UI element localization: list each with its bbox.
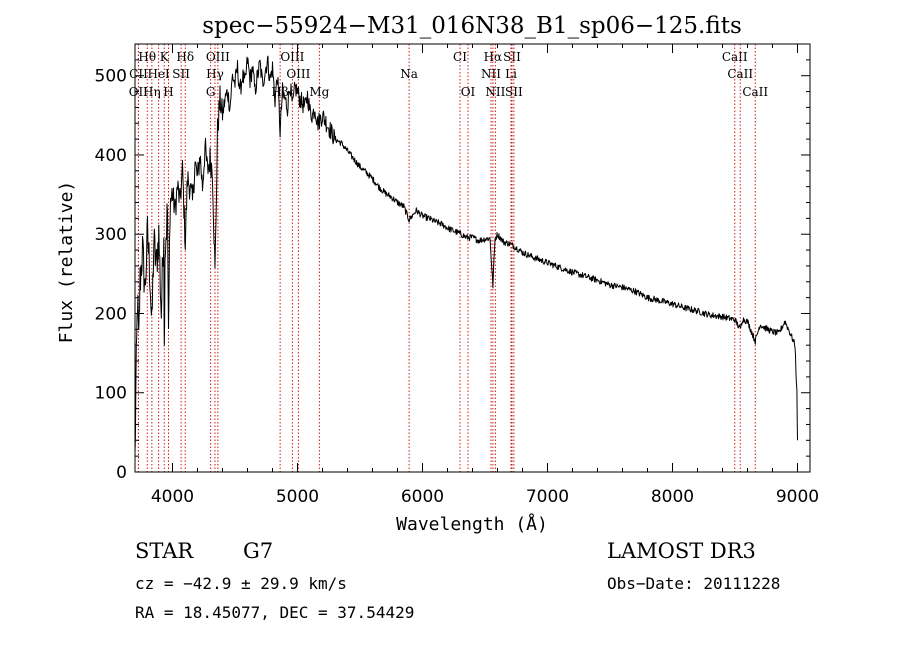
spectral-line-label: CII <box>129 67 148 81</box>
spectral-line-label: Hγ <box>206 67 224 81</box>
redshift-readout: cz = −42.9 ± 29.9 km/s <box>135 574 347 593</box>
spectrum-line <box>134 55 798 453</box>
spectral-line-label: OIII <box>206 50 230 64</box>
spectral-line-label: NII <box>481 67 501 81</box>
plot-frame <box>134 43 811 473</box>
x-tick-label: 9000 <box>776 487 819 507</box>
spectrum-chart: spec−55924−M31_016N38_B1_sp06−125.fits H… <box>56 13 819 535</box>
spectral-line-label: NII <box>485 85 505 99</box>
spectral-line-label: OI <box>461 85 476 99</box>
spectral-line-label: Li <box>505 67 517 81</box>
x-tick-label: 6000 <box>401 487 444 507</box>
y-tick-label: 300 <box>95 225 127 245</box>
spectral-line-label: Na <box>400 67 418 81</box>
chart-title: spec−55924−M31_016N38_B1_sp06−125.fits <box>202 13 742 39</box>
spectral-line-label: SII <box>503 50 521 64</box>
spectral-line-label: Hδ <box>176 50 194 64</box>
x-tick-label: 5000 <box>276 487 319 507</box>
spectral-line-label: CaII <box>742 85 768 99</box>
spectral-line-label: Hη <box>143 85 161 99</box>
spectral-line-label: SII <box>505 85 523 99</box>
y-tick-label: 400 <box>95 146 127 166</box>
spectral-line-label: G <box>206 85 216 99</box>
spectral-line-label: OIII <box>280 50 304 64</box>
y-tick-label: 0 <box>116 463 127 483</box>
axes: 4000 5000 6000 7000 8000 9000 0 100 200 300 400 500 <box>95 43 819 507</box>
x-axis-label: Wavelength (Å) <box>396 513 548 535</box>
spectral-line-label: CaII <box>722 50 748 64</box>
x-tick-label: 7000 <box>526 487 569 507</box>
spectral-line-label: CaII <box>727 67 753 81</box>
x-tick-label: 8000 <box>651 487 694 507</box>
y-tick-label: 200 <box>95 304 127 324</box>
spectral-line-label: OIII <box>286 67 310 81</box>
spectral-line-label: Hθ <box>138 50 156 64</box>
spectral-line-label: K <box>160 50 170 64</box>
obs-date: Obs−Date: 20111228 <box>607 574 781 593</box>
spectral-line-label: CI <box>453 50 467 64</box>
spectral-line-label: H <box>163 85 173 99</box>
x-tick-label: 4000 <box>151 487 194 507</box>
y-axis-label: Flux (relative) <box>56 181 77 344</box>
survey-label: LAMOST DR3 <box>607 539 756 563</box>
coordinates: RA = 18.45077, DEC = 37.54429 <box>135 603 415 622</box>
object-class: STAR <box>135 539 194 563</box>
spectrum-series <box>134 55 798 453</box>
spectral-line-label: Mg <box>309 85 329 99</box>
spectral-line-label: HeI <box>147 67 170 81</box>
spectral-line-label: SII <box>172 67 190 81</box>
object-subclass: G7 <box>243 539 274 563</box>
spectral-line-label: Hα <box>484 50 503 64</box>
y-tick-label: 100 <box>95 384 127 404</box>
y-tick-label: 500 <box>95 67 127 87</box>
